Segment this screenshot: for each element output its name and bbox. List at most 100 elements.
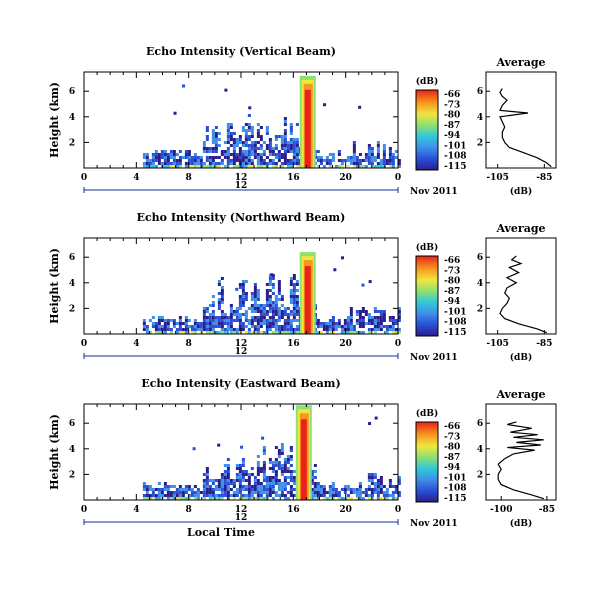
echo-cell — [271, 292, 275, 295]
echo-cell — [277, 292, 281, 295]
echo-cell — [316, 319, 320, 322]
echo-cell — [235, 491, 239, 494]
echo-cell — [181, 491, 185, 494]
echo-cell — [358, 162, 362, 165]
echo-cell — [253, 491, 257, 494]
echo-cell — [310, 470, 314, 473]
echo-cell — [274, 144, 278, 147]
echo-cell — [205, 316, 209, 319]
heatmap-cells — [142, 252, 401, 334]
echo-cell — [259, 126, 263, 129]
echo-cell — [241, 298, 245, 301]
echo-cell — [190, 165, 194, 168]
echo-cell — [160, 494, 164, 497]
echo-cell — [223, 316, 227, 319]
echo-cell — [145, 491, 149, 494]
echo-cell — [340, 165, 344, 168]
echo-cell — [151, 491, 155, 494]
echo-cell — [172, 325, 176, 328]
echo-cell — [280, 156, 284, 159]
echo-cell — [169, 328, 173, 331]
echo-cell — [319, 162, 323, 165]
echo-cell — [250, 488, 254, 491]
echo-cell — [349, 491, 353, 494]
echo-cell — [232, 141, 236, 144]
echo-cell — [241, 153, 245, 156]
echo-cell — [154, 488, 158, 491]
echo-cell — [295, 319, 299, 322]
echo-cell — [337, 150, 341, 153]
echo-cell — [379, 497, 383, 500]
echo-cell — [211, 494, 215, 497]
echo-cell — [310, 497, 314, 500]
echo-cell — [316, 159, 320, 162]
echo-cell — [391, 153, 395, 156]
echo-cell — [253, 331, 257, 334]
echo-cell — [394, 485, 398, 488]
echo-cell — [244, 295, 248, 298]
echo-cell — [292, 319, 296, 322]
echo-cell — [364, 494, 368, 497]
echo-cell — [223, 476, 227, 479]
echo-cell — [163, 159, 167, 162]
echo-cell — [271, 277, 275, 280]
echo-cell — [328, 165, 332, 168]
echo-cell — [310, 491, 314, 494]
echo-cell — [265, 126, 269, 129]
echo-cell — [208, 156, 212, 159]
echo-cell — [244, 331, 248, 334]
echo-cell — [274, 307, 278, 310]
echo-cell — [265, 325, 269, 328]
echo-cell — [349, 488, 353, 491]
ruler-label: 12 — [235, 513, 248, 523]
echo-cell — [340, 159, 344, 162]
echo-cell — [289, 138, 293, 141]
echo-cell — [274, 298, 278, 301]
echo-cell — [241, 479, 245, 482]
echo-cell — [262, 485, 266, 488]
echo-cell — [256, 455, 260, 458]
echo-cell — [229, 322, 233, 325]
echo-cell — [160, 162, 164, 165]
echo-cell — [295, 150, 299, 153]
echo-cell — [385, 488, 389, 491]
echo-cell — [271, 307, 275, 310]
echo-cell — [202, 485, 206, 488]
echo-cell — [211, 150, 215, 153]
average-profile-line — [499, 88, 552, 168]
echo-cell — [370, 150, 374, 153]
echo-cell — [274, 494, 278, 497]
echo-cell — [289, 491, 293, 494]
echo-cell — [346, 322, 350, 325]
echo-cell — [202, 328, 206, 331]
echo-cell — [232, 150, 236, 153]
echo-cell — [274, 470, 278, 473]
echo-cell — [157, 153, 161, 156]
echo-cell — [175, 322, 179, 325]
echo-cell — [289, 289, 293, 292]
echo-cell — [289, 162, 293, 165]
echo-cell — [265, 156, 269, 159]
echo-cell — [241, 301, 245, 304]
echo-cell — [358, 313, 362, 316]
echo-cell — [367, 497, 371, 500]
echo-cell — [244, 144, 248, 147]
y-tick-label: 4 — [69, 445, 75, 455]
echo-cell — [220, 325, 224, 328]
heatmap-cells — [142, 75, 401, 168]
echo-cell — [235, 165, 239, 168]
echo-cell — [256, 331, 260, 334]
colorbar — [415, 421, 439, 503]
echo-cell — [346, 497, 350, 500]
echo-cell — [283, 132, 287, 135]
echo-cell — [226, 479, 230, 482]
echo-cell — [157, 491, 161, 494]
echo-cell — [202, 147, 206, 150]
echo-cell — [349, 313, 353, 316]
echo-cell — [295, 165, 299, 168]
echo-cell — [259, 310, 263, 313]
echo-cell — [268, 307, 272, 310]
echo-cell — [271, 286, 275, 289]
echo-cell — [220, 485, 224, 488]
echo-cell — [316, 325, 320, 328]
